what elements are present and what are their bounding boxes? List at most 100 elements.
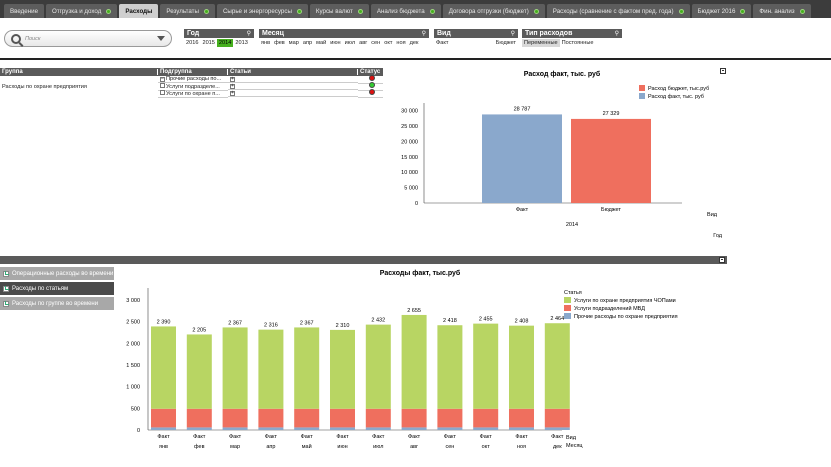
year-listbox[interactable]: Год ⚲ 2016 2015 2014 2013 [184,29,254,47]
tab-6[interactable]: Анализ бюджета [370,4,441,18]
view-listbox[interactable]: Вид ⚲ Факт Бюджет [434,29,518,47]
expense_type-value[interactable]: Переменные [522,39,560,47]
group-cell: Расходы по охране предприятия [2,84,87,90]
bar-segment [294,408,320,428]
side-button-1[interactable]: Расходы по статьям [0,282,114,295]
tab-3[interactable]: Результаты [160,4,215,18]
tab-7[interactable]: Договора отгрузки (бюджет) [442,4,545,18]
minimize-button[interactable] [720,68,726,74]
tab-label: Анализ бюджета [376,7,425,15]
tab-10[interactable]: Фин. анализ [753,4,811,18]
year-value[interactable]: 2014 [216,39,234,47]
chart-icon [3,270,9,277]
month-value[interactable]: дек [409,40,419,46]
chevron-down-icon[interactable] [157,36,165,41]
x-tick-label: Факт [444,434,457,440]
bar-segment [437,408,463,428]
search-icon[interactable]: ⚲ [246,31,251,37]
bar-segment [222,427,248,430]
side-button-0[interactable]: Операционные расходы во времени [0,267,114,280]
month-value[interactable]: мар [288,40,299,46]
expense-table: Группа Подгруппа Статьи Статус Расходы п… [0,68,383,98]
month-value[interactable]: сен [371,40,381,46]
bar-total-label: 2 418 [443,318,457,324]
x-tick-label: июн [337,444,347,450]
expense-type-listbox[interactable]: Тип расходов ⚲ Переменные Постоянные [522,29,622,47]
x-tick-label: апр [266,444,275,450]
view-value[interactable]: Факт [436,40,449,46]
year-value[interactable]: 2015 [202,40,215,46]
side-button-2[interactable]: Расходы по группе во времени [0,297,114,310]
table-row[interactable]: Услуги по охране п... + [0,89,383,98]
bar-total-label: 2 655 [407,308,421,314]
tab-5[interactable]: Курсы валют [309,4,369,18]
search-icon[interactable]: ⚲ [510,31,515,37]
expense_type-value[interactable]: Постоянные [561,40,594,46]
month-value[interactable]: янв [261,40,271,46]
search-icon [11,33,21,44]
expand-icon[interactable]: + [230,90,235,96]
tab-0[interactable]: Введение [4,4,45,18]
x-tick-label: Факт [301,434,314,440]
bar-1 [571,118,651,203]
status-dot-icon [296,8,302,14]
axis-label: Вид [566,435,577,441]
expand-icon[interactable]: + [230,76,235,82]
y-tick-label: 2 000 [126,341,140,347]
tab-4[interactable]: Сырье и энергоресурсы [216,4,308,18]
x-tick-label: ноя [517,444,526,450]
tab-9[interactable]: Бюджет 2016 [691,4,752,18]
bar-0 [482,114,562,203]
year-title: Год [187,30,200,37]
minimize-button[interactable] [719,257,725,263]
status-indicator-icon [368,89,375,95]
month-value[interactable]: авг [359,40,368,46]
monthly-stacked-bar-chart: Расходы факт, тыс.руб 3 000 2 500 2 000 1 50… [126,269,677,450]
col-articles[interactable]: Статьи [228,69,358,75]
x-tick-label: Факт [551,434,564,440]
tab-2[interactable]: Расходы [119,4,159,18]
y-tick-label: 0 [415,201,418,207]
legend-swatch [564,313,571,319]
month-value[interactable]: апр [302,40,313,46]
bar-segment [401,427,427,430]
year-value[interactable]: 2013 [235,40,248,46]
search-icon[interactable]: ⚲ [421,31,426,37]
x-tick-label: Факт [265,434,278,440]
chart-icon [3,285,9,292]
search-icon[interactable]: ⚲ [614,31,619,37]
year-value[interactable]: 2016 [186,40,199,46]
x-tick-label: окт [482,444,491,450]
tab-8[interactable]: Расходы (сравнение с фактом пред. года) [546,4,690,18]
y-tick-label: 20 000 [401,139,418,145]
bar-segment [473,427,499,430]
status-indicator-icon [368,82,375,88]
month-value[interactable]: ноя [396,40,406,46]
month-value[interactable]: май [316,40,327,46]
search-box[interactable]: Поиск [4,30,172,47]
col-subgroup[interactable]: Подгруппа [158,69,228,75]
month-value[interactable]: июн [330,40,341,46]
tab-1[interactable]: Отгрузка и доход [46,4,118,18]
bar-segment [365,408,391,428]
bar-value-label: 27 329 [603,111,620,117]
month-value[interactable]: окт [384,40,393,46]
expand-icon[interactable]: − [160,76,165,82]
month-value[interactable]: фев [274,40,285,46]
search-placeholder: Поиск [25,35,41,42]
tab-label: Курсы валют [315,7,353,15]
col-group[interactable]: Группа [0,69,158,75]
x-tick-label: Факт [480,434,493,440]
expand-icon[interactable]: + [230,83,235,89]
view-value[interactable]: Бюджет [495,40,516,46]
month-listbox[interactable]: Месяц ⚲ янв фев мар апр май июн июл авг сен окт ноя… [259,29,429,47]
month-value[interactable]: июл [344,40,356,46]
expand-icon[interactable] [160,89,165,95]
bar-segment [509,325,534,409]
col-status[interactable]: Статус [360,69,381,75]
status-dot-icon [533,8,539,14]
y-tick-label: 10 000 [401,170,418,176]
bar-segment [151,427,176,430]
expand-icon[interactable] [160,82,165,88]
legend-label: Услуги подразделений МВД [574,305,645,312]
